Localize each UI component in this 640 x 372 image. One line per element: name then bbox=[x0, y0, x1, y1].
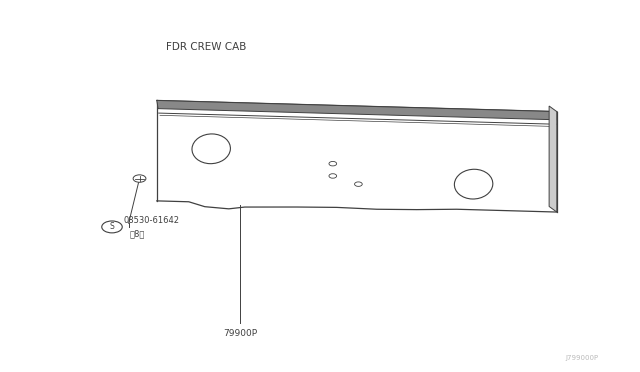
Text: （8）: （8） bbox=[130, 229, 145, 238]
Ellipse shape bbox=[192, 134, 230, 164]
Text: 79900P: 79900P bbox=[223, 329, 257, 338]
Ellipse shape bbox=[454, 169, 493, 199]
Circle shape bbox=[329, 174, 337, 178]
Circle shape bbox=[133, 175, 146, 182]
Text: S: S bbox=[109, 222, 115, 231]
Text: 08530-61642: 08530-61642 bbox=[124, 216, 179, 225]
Text: FDR CREW CAB: FDR CREW CAB bbox=[166, 42, 247, 51]
Polygon shape bbox=[549, 106, 557, 212]
Circle shape bbox=[102, 221, 122, 233]
Polygon shape bbox=[157, 100, 557, 212]
Circle shape bbox=[355, 182, 362, 186]
Polygon shape bbox=[157, 100, 557, 120]
Circle shape bbox=[329, 161, 337, 166]
Text: J799000P: J799000P bbox=[566, 355, 599, 361]
